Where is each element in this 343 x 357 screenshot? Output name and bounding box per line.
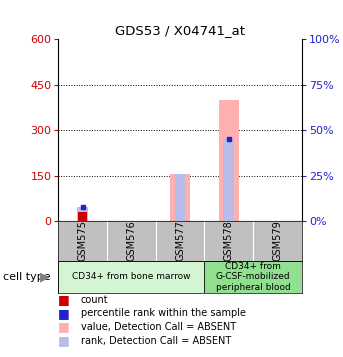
Text: GSM575: GSM575 — [78, 221, 88, 261]
Bar — [175, 174, 186, 221]
Text: ■: ■ — [58, 307, 70, 320]
Text: rank, Detection Call = ABSENT: rank, Detection Call = ABSENT — [81, 336, 231, 346]
Text: ■: ■ — [58, 293, 70, 306]
Bar — [219, 100, 238, 221]
Text: GSM578: GSM578 — [224, 221, 234, 261]
Text: ▶: ▶ — [40, 270, 49, 283]
Text: value, Detection Call = ABSENT: value, Detection Call = ABSENT — [81, 322, 236, 332]
Text: cell type: cell type — [3, 272, 51, 282]
Bar — [170, 174, 190, 221]
Text: CD34+ from bone marrow: CD34+ from bone marrow — [72, 272, 191, 281]
Text: GSM579: GSM579 — [272, 221, 283, 261]
Bar — [77, 207, 88, 221]
Text: CD34+ from
G-CSF-mobilized
peripheral blood: CD34+ from G-CSF-mobilized peripheral bl… — [216, 262, 291, 292]
Bar — [58, 261, 204, 293]
Text: ■: ■ — [58, 321, 70, 333]
Bar — [78, 212, 87, 221]
Title: GDS53 / X04741_at: GDS53 / X04741_at — [115, 24, 245, 37]
Text: count: count — [81, 295, 108, 305]
Text: GSM576: GSM576 — [126, 221, 137, 261]
Text: percentile rank within the sample: percentile rank within the sample — [81, 308, 246, 318]
Bar — [223, 139, 234, 221]
Bar — [204, 261, 302, 293]
Text: ■: ■ — [58, 334, 70, 347]
Text: GSM577: GSM577 — [175, 221, 185, 261]
